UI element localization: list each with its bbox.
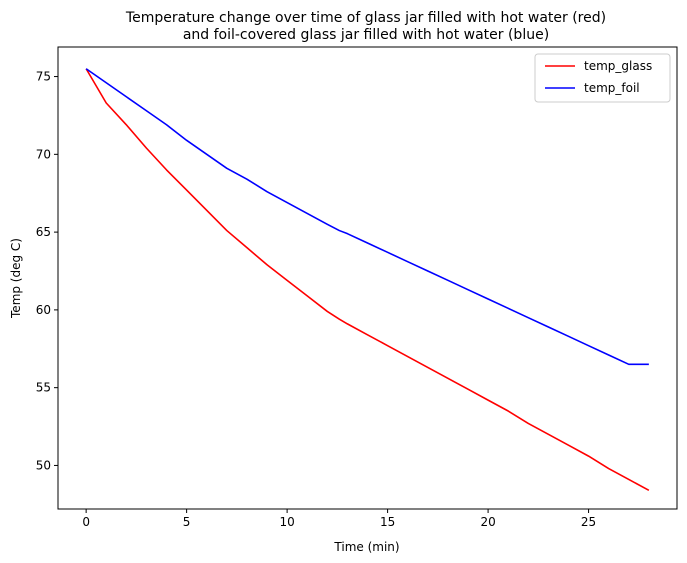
series-line-temp-foil — [85, 68, 649, 366]
x-tick-label: 20 — [480, 515, 495, 529]
legend-label-temp-foil: temp_foil — [584, 81, 640, 95]
y-axis-label: Temp (deg C) — [9, 238, 23, 319]
y-tick-label: 65 — [36, 225, 51, 239]
legend: temp_glass temp_foil — [534, 53, 671, 103]
y-tick-label: 50 — [36, 458, 51, 472]
chart-title-line1: Temperature change over time of glass ja… — [125, 10, 606, 26]
y-tick-label: 75 — [36, 70, 51, 84]
x-tick-label: 10 — [279, 515, 294, 529]
legend-label-temp-glass: temp_glass — [584, 59, 652, 73]
x-axis-label: Time (min) — [333, 540, 399, 554]
y-tick-label: 60 — [36, 303, 51, 317]
x-tick-label: 15 — [380, 515, 395, 529]
series-line-temp-glass — [85, 68, 650, 492]
plot-area — [85, 68, 650, 492]
x-tick-label: 25 — [581, 515, 596, 529]
x-tick-label: 0 — [82, 515, 90, 529]
x-tick-label: 5 — [183, 515, 191, 529]
y-tick-label: 55 — [36, 381, 51, 395]
y-tick-label: 70 — [36, 147, 51, 161]
plot-frame — [57, 46, 678, 510]
chart-title-line2: and foil-covered glass jar filled with h… — [183, 27, 549, 43]
